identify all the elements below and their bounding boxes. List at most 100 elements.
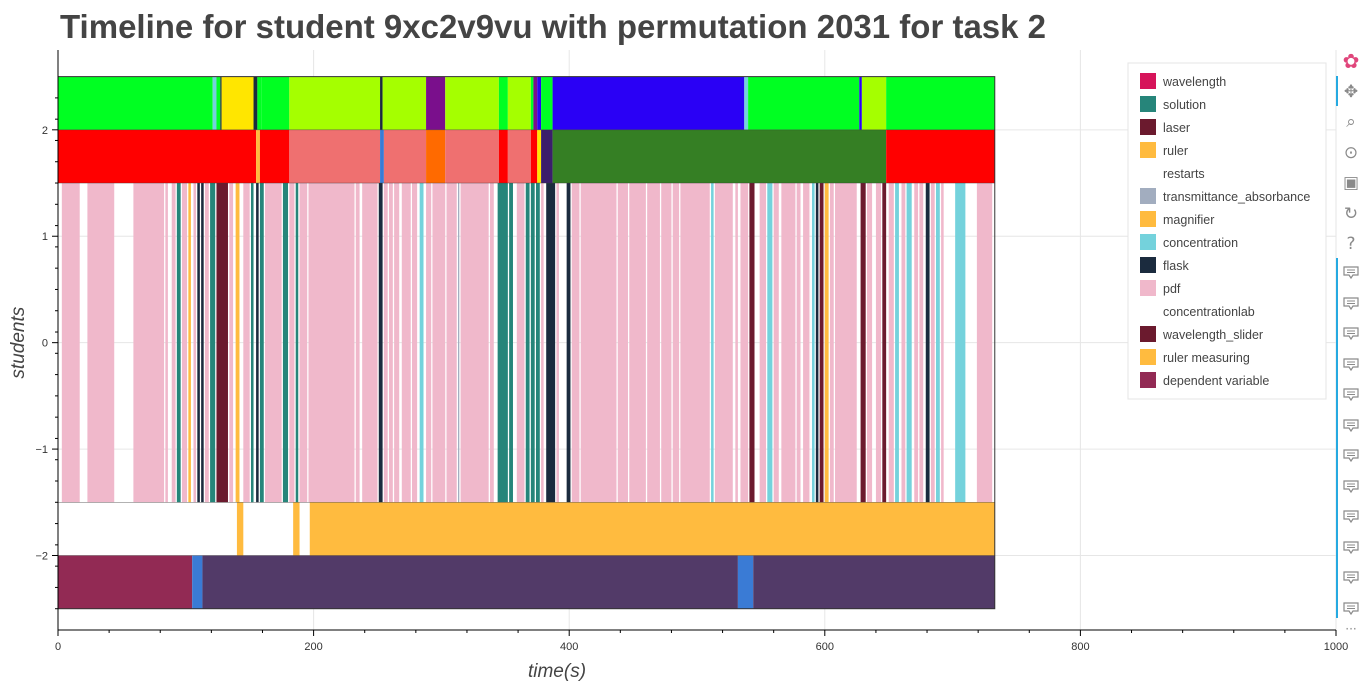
hover-tool-icon[interactable] — [1342, 540, 1360, 555]
x-tick-label: 200 — [304, 641, 322, 653]
timeline-segment — [773, 183, 779, 503]
active-tool-indicator — [1336, 76, 1338, 106]
timeline-segment — [188, 183, 191, 503]
timeline-segment — [197, 183, 200, 503]
timeline-segment — [432, 183, 446, 503]
hover-tool-icon[interactable] — [1342, 449, 1360, 463]
legend-swatch — [1140, 326, 1156, 342]
timeline-segment — [680, 183, 710, 503]
legend-label: solution — [1163, 98, 1206, 112]
timeline-segment — [426, 183, 432, 503]
legend-swatch — [1140, 73, 1156, 89]
timeline-segment — [419, 183, 424, 503]
pan-icon[interactable]: ✥ — [1343, 81, 1359, 102]
timeline-segment — [796, 183, 801, 503]
timeline-segment — [525, 183, 530, 503]
timeline-segment — [925, 183, 930, 503]
timeline-segment — [819, 183, 824, 503]
timeline-segment — [629, 183, 646, 503]
hover-tool-icon[interactable] — [1342, 357, 1360, 372]
timeline-segment — [243, 183, 250, 503]
timeline-segment — [930, 183, 935, 503]
timeline-segment — [748, 76, 860, 130]
timeline-segment — [253, 76, 258, 130]
legend-label: flask — [1163, 259, 1189, 273]
timeline-segment — [566, 183, 571, 503]
timeline-segment — [460, 183, 489, 503]
y-tick-label: 0 — [42, 338, 48, 350]
timeline-segment — [507, 129, 531, 184]
bokeh-logo-icon[interactable]: ✿ — [1342, 49, 1360, 73]
reset-icon[interactable]: ↻ — [1343, 203, 1359, 224]
timeline-segment — [58, 76, 213, 130]
timeline-segment — [498, 129, 508, 184]
timeline-segment — [875, 183, 882, 503]
x-tick-label: 400 — [560, 641, 578, 653]
hover-tool-icon[interactable] — [1342, 327, 1360, 341]
timeline-segment — [87, 183, 115, 503]
legend-swatch — [1140, 96, 1156, 112]
timeline-segment — [181, 183, 188, 503]
hover-tool-icon[interactable] — [1342, 418, 1360, 433]
timeline-segment — [221, 76, 254, 130]
y-tick-label: −2 — [35, 551, 48, 563]
hover-tool-icon[interactable] — [1342, 296, 1360, 311]
timeline-segment — [282, 183, 289, 503]
timeline-segment — [445, 76, 499, 130]
timeline-segment — [737, 555, 754, 609]
timeline-segment — [530, 129, 538, 184]
hover-tool-icon[interactable] — [1342, 266, 1360, 280]
timeline-segment — [236, 502, 244, 556]
timeline-segment — [767, 183, 773, 503]
timeline-segment — [192, 555, 203, 609]
timeline-segment — [571, 183, 580, 503]
hover-tool-icon[interactable] — [1342, 571, 1360, 585]
legend-swatch — [1140, 234, 1156, 250]
timeline-segment — [176, 183, 181, 503]
legend-swatch — [1140, 372, 1156, 388]
x-tick-label: 800 — [1071, 641, 1089, 653]
save-icon[interactable]: ▣ — [1342, 173, 1360, 193]
help-icon[interactable]: ? — [1346, 234, 1356, 254]
timeline-segment — [256, 183, 259, 503]
legend-label: laser — [1163, 121, 1190, 135]
timeline-segment — [530, 76, 534, 130]
timeline-segment — [259, 129, 290, 184]
timeline-segment — [289, 76, 381, 130]
timeline-segment — [259, 183, 264, 503]
y-tick-label: 2 — [42, 125, 48, 137]
box-zoom-icon[interactable]: ⌕ — [1346, 112, 1356, 132]
legend-label: restarts — [1163, 167, 1205, 181]
timeline-segment — [824, 183, 829, 503]
timeline-segment — [860, 183, 866, 503]
timeline-segment — [803, 183, 810, 503]
timeline-segment — [378, 183, 383, 503]
timeline-segment — [261, 76, 290, 130]
timeline-segment — [509, 183, 513, 503]
timeline-segment — [355, 183, 360, 503]
timeline-segment — [289, 129, 381, 184]
legend-label: wavelength_slider — [1162, 328, 1263, 342]
timeline-segment — [672, 183, 680, 503]
timeline-segment — [735, 183, 738, 503]
timeline-segment — [380, 76, 383, 130]
timeline-segment — [861, 76, 887, 130]
timeline-segment — [446, 183, 457, 503]
timeline-segment — [749, 183, 755, 503]
timeline-segment — [265, 183, 282, 503]
more-tools-button[interactable]: ··· — [1345, 622, 1357, 636]
hover-tool-icon[interactable] — [1342, 601, 1360, 616]
timeline-segment — [955, 183, 966, 503]
hover-tool-icon[interactable] — [1342, 479, 1360, 494]
timeline-segment — [941, 183, 944, 503]
timeline-segment — [257, 76, 262, 130]
timeline-segment — [516, 183, 525, 503]
y-tick-label: −1 — [35, 444, 48, 456]
hover-tool-icon[interactable] — [1342, 388, 1360, 402]
wheel-zoom-icon[interactable]: ⊙ — [1343, 142, 1359, 163]
timeline-segment — [537, 129, 542, 184]
timeline-segment — [383, 183, 388, 503]
hover-tool-icon[interactable] — [1342, 510, 1360, 524]
timeline-segment — [171, 183, 176, 503]
timeline-segment — [426, 76, 446, 130]
